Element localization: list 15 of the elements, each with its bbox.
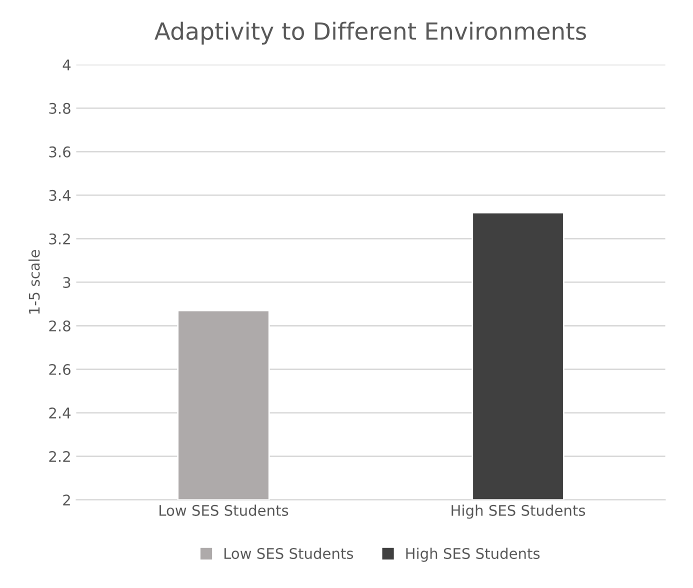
y-axis-title: 1-5 scale — [28, 250, 40, 314]
y-tick-label: 3.4 — [49, 190, 71, 201]
y-tick-label: 2.8 — [49, 320, 70, 332]
y-tick-label: 3.8 — [49, 102, 70, 114]
y-tick-label: 2 — [63, 494, 70, 506]
chart-title: Adaptivity to Different Environments — [154, 22, 586, 45]
y-tick-label: 2.2 — [49, 451, 70, 462]
legend-label: Low SES Students — [224, 548, 354, 560]
y-tick-label: 2.6 — [49, 364, 70, 376]
y-tick-label: 2.4 — [49, 407, 71, 418]
y-tick-label: 4 — [62, 60, 71, 70]
y-tick-label: 3.2 — [49, 233, 70, 244]
y-tick-label: 3.6 — [49, 146, 70, 158]
y-tick-label: 3 — [63, 276, 70, 288]
legend-label: High SES Students — [406, 548, 540, 562]
